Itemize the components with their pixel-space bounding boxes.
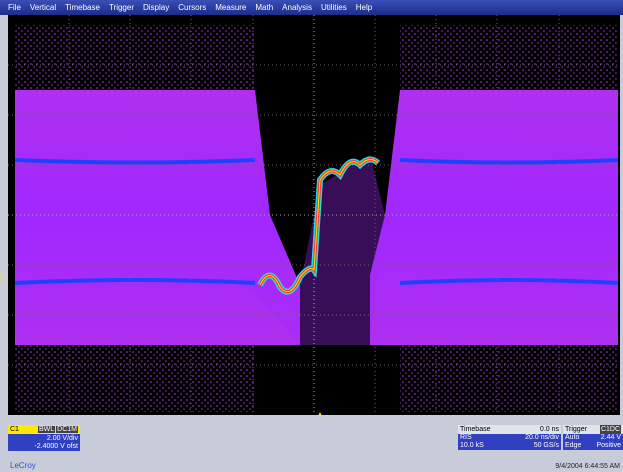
trigger-type: Edge bbox=[565, 442, 581, 450]
menu-item[interactable]: Display bbox=[143, 3, 169, 12]
channel-badge: BWL bbox=[38, 426, 55, 433]
menu-item[interactable]: Trigger bbox=[109, 3, 134, 12]
trigger-source: C1DC bbox=[600, 425, 621, 434]
menu-bar: File Vertical Timebase Trigger Display Cursor… bbox=[0, 0, 623, 15]
menu-item[interactable]: File bbox=[8, 3, 21, 12]
sample-rate: 50 GS/s bbox=[534, 442, 559, 450]
timebase-mode: RIS bbox=[460, 434, 472, 442]
offset: -2.4000 V ofst bbox=[34, 443, 78, 451]
timebase-delay: 0.0 ns bbox=[540, 425, 559, 434]
menu-item[interactable]: Utilities bbox=[321, 3, 347, 12]
channel-label: C1 bbox=[10, 425, 19, 434]
trigger-panel: Trigger C1DC Auto 2.44 V Edge Positive bbox=[563, 425, 623, 450]
oscilloscope-window: File Vertical Timebase Trigger Display Cursor… bbox=[0, 0, 623, 472]
menu-item[interactable]: Analysis bbox=[282, 3, 312, 12]
waveform-display: C1 bbox=[0, 15, 623, 420]
timebase-title: Timebase bbox=[460, 425, 490, 434]
trigger-title: Trigger bbox=[565, 425, 587, 434]
trigger-level: 2.44 V bbox=[601, 434, 621, 442]
brand: LeCroy bbox=[10, 461, 36, 470]
trigger-mode: Auto bbox=[565, 434, 579, 442]
menu-item[interactable]: Help bbox=[356, 3, 372, 12]
timestamp: 9/4/2004 6:44:55 AM bbox=[555, 463, 620, 470]
channel-marker: C1 bbox=[0, 273, 6, 282]
menu-item[interactable]: Vertical bbox=[30, 3, 56, 12]
samples: 10.0 kS bbox=[460, 442, 484, 450]
menu-item[interactable]: Timebase bbox=[65, 3, 100, 12]
timebase-panel: Timebase 0.0 ns RIS 20.0 ns/div 10.0 kS 50 … bbox=[458, 425, 561, 450]
menu-item[interactable]: Cursors bbox=[178, 3, 206, 12]
menu-item[interactable]: Math bbox=[255, 3, 273, 12]
trigger-slope: Positive bbox=[596, 442, 621, 450]
channel-badge: DC1M bbox=[56, 426, 78, 433]
menu-item[interactable]: Measure bbox=[215, 3, 246, 12]
volts-per-div: 2.00 V/div bbox=[47, 435, 78, 443]
time-per-div: 20.0 ns/div bbox=[525, 434, 559, 442]
